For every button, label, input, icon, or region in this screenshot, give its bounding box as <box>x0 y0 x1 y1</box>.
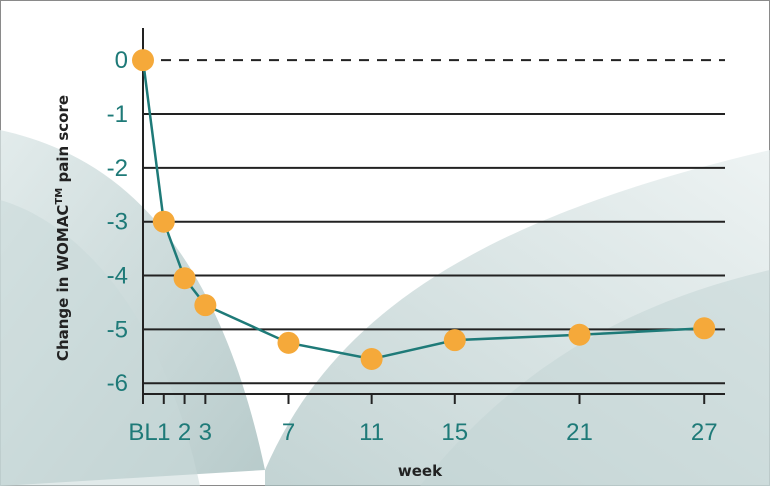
data-point <box>152 210 175 233</box>
x-tick-label: 27 <box>691 419 718 446</box>
y-tick-label: -1 <box>107 101 128 128</box>
x-tick-label: 21 <box>566 419 593 446</box>
x-axis-label: week <box>398 462 443 480</box>
data-point <box>277 331 300 354</box>
y-tick-label: -2 <box>107 155 128 182</box>
y-tick-labels: 0 -1 -2 -3 -4 -5 -6 <box>107 47 128 397</box>
data-point <box>173 267 196 290</box>
data-point <box>194 294 217 317</box>
x-tick-labels: BL 1 2 3 7 11 15 21 27 <box>128 394 718 446</box>
data-point <box>568 323 591 346</box>
y-axis-label: Change in WOMACTM pain score <box>54 95 72 361</box>
x-tick-label: 15 <box>441 419 468 446</box>
y-axis-label-suffix: pain score <box>54 95 72 188</box>
y-tick-label: -5 <box>107 316 128 343</box>
x-tick-label: 7 <box>282 419 295 446</box>
y-tick-label: -4 <box>107 263 128 290</box>
y-tick-label: -6 <box>107 370 128 397</box>
y-tick-label: 0 <box>115 47 128 74</box>
grid-lines <box>143 59 725 385</box>
background-decoration <box>0 130 770 486</box>
data-point <box>360 348 383 370</box>
y-tick-label: -3 <box>107 209 128 236</box>
data-point <box>693 317 716 340</box>
x-tick-label: 3 <box>199 419 212 446</box>
x-tick-label: 1 <box>157 419 170 446</box>
x-tick-label: 11 <box>359 419 384 446</box>
data-point <box>443 329 466 352</box>
y-axis-label-prefix: Change in WOMAC <box>54 205 72 362</box>
x-tick-label: 2 <box>178 419 191 446</box>
x-tick-label: BL <box>128 419 157 446</box>
data-series <box>132 49 716 370</box>
y-axis-label-superscript: TM <box>54 188 65 205</box>
axes <box>142 28 725 395</box>
data-point <box>132 49 154 72</box>
